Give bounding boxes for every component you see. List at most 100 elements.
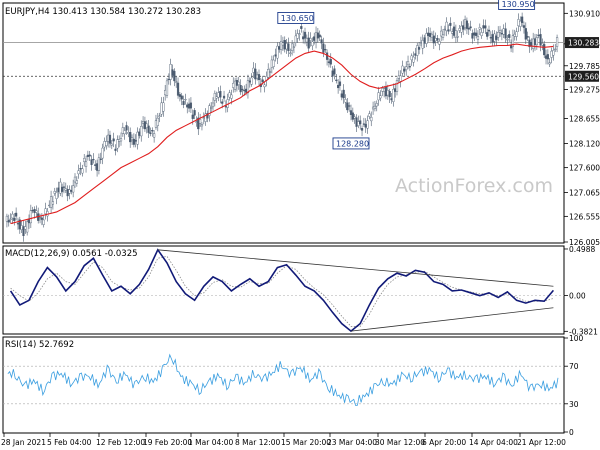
rsi-line: [7, 353, 559, 406]
price-y-tick-label: 129.785: [569, 62, 600, 71]
candle-body: [515, 31, 518, 37]
candle-body: [311, 41, 314, 47]
candle-body: [511, 35, 515, 47]
candle-body: [118, 139, 121, 142]
candle-body: [125, 125, 128, 131]
candle-body: [379, 95, 382, 99]
candle-body: [362, 123, 365, 125]
candle-body: [73, 176, 77, 183]
candle-body: [160, 102, 163, 115]
candle-body: [237, 81, 240, 85]
candle-body: [68, 189, 71, 194]
candle-body: [414, 53, 417, 56]
candle-body: [537, 34, 540, 36]
candle-body: [471, 33, 474, 39]
candle-body: [278, 46, 281, 50]
candle-body: [20, 225, 23, 230]
candle-body: [199, 119, 202, 124]
x-tick-label: 30 Mar 12:00: [375, 438, 425, 447]
candle-body: [72, 185, 75, 193]
candle-body: [246, 80, 250, 94]
candle-body: [517, 19, 520, 27]
candle-body: [313, 36, 316, 41]
candle-body: [368, 113, 371, 117]
price-y-tick-label: 126.005: [569, 238, 600, 247]
candle-body: [175, 81, 178, 83]
candle-body: [132, 138, 135, 145]
candle-body: [445, 21, 448, 31]
candle-body: [195, 121, 198, 123]
candle-body: [130, 137, 134, 141]
macd-y-tick-label: 0.4988: [569, 245, 595, 254]
candle-body: [298, 33, 301, 35]
candle-body: [140, 126, 143, 137]
candle-body: [335, 79, 338, 81]
candle-body: [210, 107, 213, 109]
candle-body: [215, 96, 218, 99]
candle-body: [154, 120, 158, 128]
candle-body: [338, 81, 342, 86]
level-price-tag: [565, 70, 599, 82]
level-price-tag-label: 130.283: [568, 39, 599, 48]
candle-body: [320, 39, 323, 44]
candle-body: [162, 102, 165, 112]
candle-body: [408, 66, 411, 68]
candle-body: [392, 89, 395, 102]
candle-body: [429, 33, 432, 37]
candle-body: [27, 219, 31, 224]
candle-body: [554, 48, 557, 50]
price-y-tick-label: 126.555: [569, 212, 600, 221]
x-tick-label: 1 Mar 04:00: [188, 438, 234, 447]
candle-body: [145, 123, 148, 128]
candle-body: [449, 22, 452, 26]
candle-body: [291, 43, 294, 51]
candle-body: [423, 37, 426, 44]
candle-body: [97, 157, 101, 171]
candle-body: [324, 49, 327, 51]
candle-body: [543, 44, 546, 56]
candle-body: [482, 25, 485, 29]
candle-body: [123, 130, 126, 135]
candle-body: [200, 124, 204, 127]
macd-y-tick-label: -0.3821: [569, 327, 598, 336]
candle-body: [147, 125, 150, 133]
price-y-tick-label: 128.655: [569, 114, 600, 123]
price-annotation-box: [277, 11, 315, 24]
price-y-tick-label: 129.275: [569, 86, 600, 95]
candle-body: [410, 55, 413, 61]
candle-body: [64, 188, 67, 191]
x-tick-label: 23 Mar 04:00: [327, 438, 377, 447]
candle-body: [134, 139, 137, 142]
candle-body: [370, 117, 373, 122]
price-y-tick-label: 128.120: [569, 139, 600, 148]
x-tick-label: 19 Feb 20:00: [143, 438, 192, 447]
candle-body: [401, 65, 404, 74]
candle-body: [327, 61, 331, 63]
candle-body: [351, 112, 354, 120]
candle-body: [373, 105, 377, 109]
candle-body: [248, 80, 251, 83]
x-tick-label: 28 Jan 2021: [1, 438, 46, 447]
macd-header: MACD(12,26,9) 0.0561 -0.0325: [5, 249, 138, 259]
price-panel-frame: [2, 2, 565, 244]
candle-body: [340, 93, 343, 98]
candle-body: [153, 133, 156, 138]
candle-body: [318, 34, 321, 38]
candle-body: [245, 88, 248, 93]
candle-body: [243, 90, 246, 92]
candle-body: [438, 41, 441, 45]
candle-body: [62, 186, 66, 188]
candle-body: [305, 38, 308, 43]
candle-body: [193, 110, 196, 116]
candle-body: [18, 219, 21, 230]
candle-body: [302, 36, 305, 40]
candle-body: [230, 94, 233, 99]
candle-body: [182, 101, 185, 105]
candle-body: [70, 189, 73, 192]
candle-body: [309, 38, 312, 41]
candle-body: [221, 101, 224, 104]
candle-body: [268, 71, 272, 73]
candle-body: [57, 187, 60, 193]
macd-y-tick-label: 0.00: [569, 292, 586, 301]
